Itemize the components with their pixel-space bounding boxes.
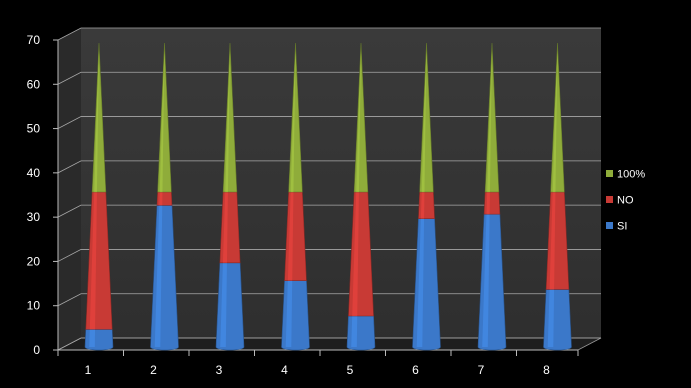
- bar-highlight: [352, 192, 359, 316]
- bar-segment-no: [483, 191, 501, 215]
- bar-highlight: [486, 192, 490, 215]
- bar-highlight: [487, 43, 492, 192]
- bar-highlight: [547, 289, 555, 347]
- bar-segment-si: [346, 315, 376, 351]
- bar-segment-100pct: [222, 42, 238, 193]
- back-wall: [58, 28, 601, 350]
- bar-highlight: [287, 192, 294, 281]
- legend-swatch: [606, 222, 613, 229]
- axes: 0 10 20 30 40 50 60 70 1 2 3 4 5 6 7 8: [27, 33, 579, 377]
- bar-segment-100pct: [484, 42, 500, 193]
- bar-segment-100pct: [353, 42, 369, 193]
- x-tick-label: 3: [216, 363, 223, 377]
- bar-segment-100pct: [550, 42, 565, 193]
- y-tick-label: 70: [27, 33, 41, 47]
- bar-highlight: [351, 316, 358, 347]
- bar-highlight: [222, 192, 228, 263]
- bar-segment-si: [412, 218, 441, 351]
- y-tick-label: 20: [27, 254, 41, 268]
- legend-swatch: [606, 196, 613, 203]
- y-tick-label: 10: [27, 299, 41, 313]
- bar-segment-no: [284, 191, 307, 281]
- bar-highlight: [285, 280, 293, 347]
- plot-background: [57, 28, 602, 351]
- bar-segment-si: [215, 262, 245, 351]
- bar-highlight: [421, 43, 427, 192]
- bar-highlight: [225, 43, 230, 192]
- bar-highlight: [159, 192, 163, 206]
- bar-segment-si: [543, 289, 572, 351]
- bar-segment-100pct: [288, 42, 303, 193]
- bar-highlight: [159, 43, 165, 192]
- bar-highlight: [549, 192, 556, 290]
- x-tick-label: 7: [478, 363, 485, 377]
- x-tick-label: 5: [347, 363, 354, 377]
- bars: [84, 42, 572, 351]
- bar-segment-100pct: [419, 42, 434, 193]
- x-tick-label: 4: [281, 363, 288, 377]
- bar-highlight: [420, 192, 425, 219]
- y-tick-label: 0: [33, 343, 40, 357]
- bar-segment-si: [477, 213, 507, 351]
- gridlines: [57, 27, 601, 351]
- bar-highlight: [482, 214, 490, 347]
- bar-highlight: [89, 329, 96, 347]
- y-tick-label: 40: [27, 166, 41, 180]
- bar-segment-no: [156, 191, 173, 206]
- bar-highlight: [356, 43, 361, 192]
- x-tick-label: 8: [543, 363, 550, 377]
- legend-label: SI: [617, 221, 627, 233]
- bar-highlight: [552, 43, 558, 192]
- bar-segment-no: [219, 191, 241, 264]
- legend-swatch: [606, 170, 613, 177]
- bar-segment-si: [281, 280, 310, 351]
- x-tick-label: 6: [412, 363, 419, 377]
- bar-highlight: [220, 262, 227, 347]
- bar-segment-si: [150, 204, 179, 351]
- floor: [57, 337, 602, 351]
- x-tick-label: 2: [150, 363, 157, 377]
- bar-highlight: [416, 218, 425, 347]
- y-tick-label: 30: [27, 210, 41, 224]
- bar-highlight: [94, 43, 99, 192]
- legend-label: 100%: [617, 169, 645, 181]
- bar-highlight: [154, 205, 163, 347]
- legend-label: NO: [617, 195, 634, 207]
- x-tick-label: 1: [85, 363, 92, 377]
- side-wall: [58, 28, 81, 350]
- legend: 100% NO SI: [606, 169, 645, 233]
- bar-highlight: [89, 192, 97, 330]
- gridline: [57, 27, 601, 41]
- y-tick-label: 50: [27, 122, 41, 136]
- bar-segment-100pct: [157, 42, 172, 193]
- bar-segment-100pct: [91, 42, 107, 193]
- bar-highlight: [290, 43, 296, 192]
- bar-segment-no: [418, 191, 435, 219]
- bar-segment-si: [84, 328, 114, 351]
- y-tick-label: 60: [27, 77, 41, 91]
